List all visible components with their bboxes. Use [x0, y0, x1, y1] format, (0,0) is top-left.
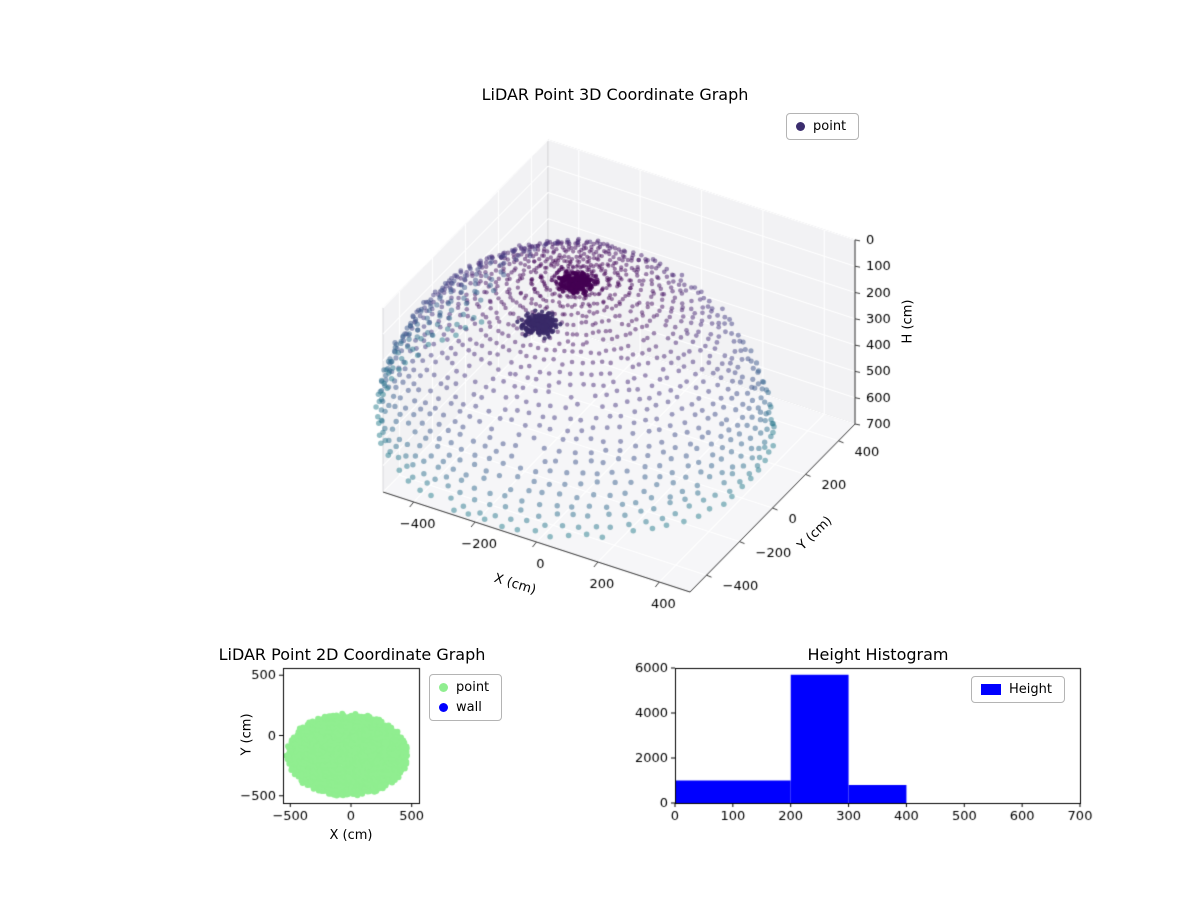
plot2d-title: LiDAR Point 2D Coordinate Graph [218, 645, 486, 664]
legend-row-point: point [796, 119, 846, 134]
legend-label-point: point [813, 119, 847, 134]
legend-row-wall: wall [439, 700, 489, 715]
legend-row-height: Height [981, 682, 1052, 697]
height-patch-icon [981, 684, 1001, 695]
legend-label-wall: wall [456, 700, 482, 715]
legend-row-point: point [439, 680, 489, 695]
plot3d-legend: point [786, 113, 860, 140]
histogram-title: Height Histogram [807, 645, 949, 664]
plot2d-xaxis-label: X (cm) [329, 828, 373, 843]
plot3d-title: LiDAR Point 3D Coordinate Graph [481, 85, 749, 104]
legend-label-point: point [456, 680, 490, 695]
plot2d-legend: point wall [429, 674, 503, 721]
histogram-legend: Height [971, 676, 1065, 703]
point-marker-icon [439, 683, 448, 692]
plot2d-yaxis-label: Y (cm) [239, 713, 255, 756]
legend-label-height: Height [1009, 682, 1052, 697]
wall-marker-icon [439, 703, 448, 712]
plot3d-zaxis-label: H (cm) [900, 299, 916, 344]
point-marker-icon [796, 122, 805, 131]
